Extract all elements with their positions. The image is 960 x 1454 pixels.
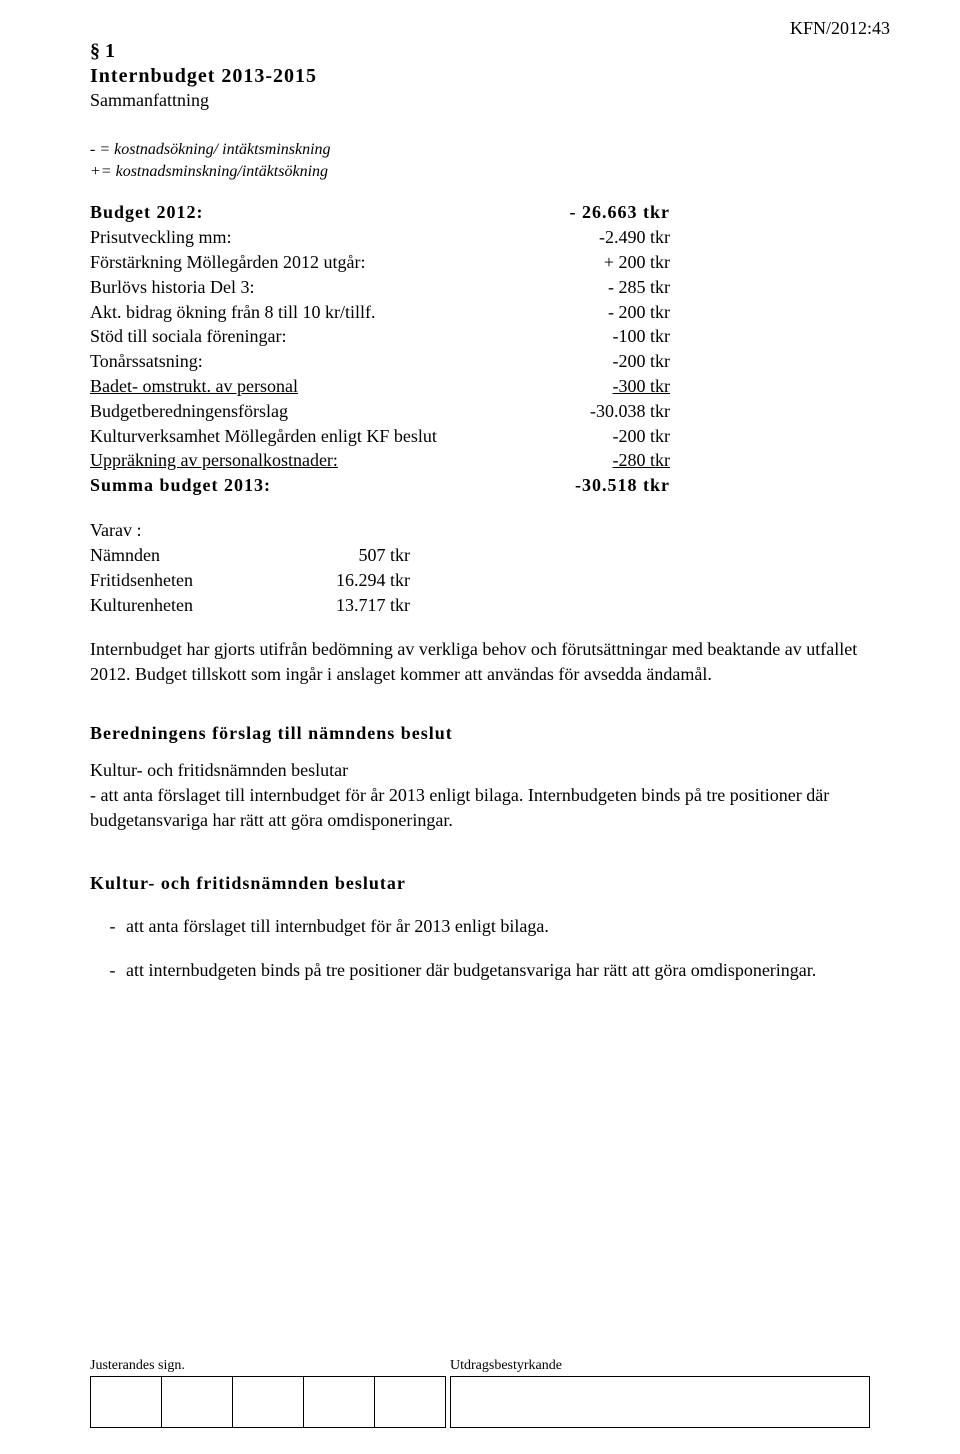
varav-row: Fritidsenheten16.294 tkr <box>90 568 870 593</box>
bullet-item: att internbudgeten binds på tre position… <box>120 958 870 983</box>
paragraph: Internbudget har gjorts utifrån bedömnin… <box>90 637 870 687</box>
budget-label: Summa budget 2013: <box>90 473 510 498</box>
budget-row: Budget 2012:- 26.663 tkr <box>90 200 870 225</box>
budget-label: Budget 2012: <box>90 200 510 225</box>
budget-label: Burlövs historia Del 3: <box>90 275 510 300</box>
budget-value: -2.490 tkr <box>510 225 870 250</box>
budget-row: Summa budget 2013:-30.518 tkr <box>90 473 870 498</box>
varav-value: 16.294 tkr <box>290 568 410 593</box>
varav-value: 13.717 tkr <box>290 593 410 618</box>
budget-value: -280 tkr <box>510 448 870 473</box>
budget-value: -300 tkr <box>510 374 870 399</box>
budget-row: Uppräkning av personalkostnader:-280 tkr <box>90 448 870 473</box>
note-line: += kostnadsminskning/intäktsökning <box>90 161 870 183</box>
budget-label: Budgetberedningensförslag <box>90 399 510 424</box>
signature-box <box>374 1376 446 1428</box>
budget-row: Tonårssatsning:-200 tkr <box>90 349 870 374</box>
varav-title: Varav : <box>90 518 870 543</box>
budget-label: Kulturverksamhet Möllegården enligt KF b… <box>90 424 510 449</box>
varav-row: Kulturenheten13.717 tkr <box>90 593 870 618</box>
footer: Justerandes sign. Utdragsbestyrkande <box>90 1358 870 1428</box>
budget-label: Stöd till sociala föreningar: <box>90 324 510 349</box>
budget-value: -200 tkr <box>510 349 870 374</box>
page: KFN/2012:43 § 1 Internbudget 2013-2015 S… <box>0 0 960 1454</box>
document-subtitle: Sammanfattning <box>90 90 870 111</box>
budget-row: Kulturverksamhet Möllegården enligt KF b… <box>90 424 870 449</box>
utdrag-box <box>450 1376 870 1428</box>
document-title: Internbudget 2013-2015 <box>90 65 870 88</box>
section-number: § 1 <box>90 40 870 63</box>
varav-block: Varav : Nämnden507 tkrFritidsenheten16.2… <box>90 518 870 617</box>
budget-value: - 200 tkr <box>510 300 870 325</box>
budget-value: + 200 tkr <box>510 250 870 275</box>
budget-value: -200 tkr <box>510 424 870 449</box>
varav-row: Nämnden507 tkr <box>90 543 870 568</box>
budget-value: - 285 tkr <box>510 275 870 300</box>
budget-row: Stöd till sociala föreningar:-100 tkr <box>90 324 870 349</box>
paragraph: - att anta förslaget till internbudget f… <box>90 783 870 833</box>
budget-label: Förstärkning Möllegården 2012 utgår: <box>90 250 510 275</box>
budget-value: -30.518 tkr <box>510 473 870 498</box>
varav-label: Fritidsenheten <box>90 568 290 593</box>
footer-boxes <box>90 1376 870 1428</box>
bullet-item: att anta förslaget till internbudget för… <box>120 914 870 939</box>
budget-row: Burlövs historia Del 3:- 285 tkr <box>90 275 870 300</box>
budget-table: Budget 2012:- 26.663 tkrPrisutveckling m… <box>90 200 870 498</box>
budget-row: Budgetberedningensförslag-30.038 tkr <box>90 399 870 424</box>
varav-label: Kulturenheten <box>90 593 290 618</box>
budget-value: - 26.663 tkr <box>510 200 870 225</box>
footer-label-left: Justerandes sign. <box>90 1358 450 1374</box>
varav-label: Nämnden <box>90 543 290 568</box>
header-reference: KFN/2012:43 <box>790 18 890 39</box>
budget-value: -100 tkr <box>510 324 870 349</box>
varav-value: 507 tkr <box>290 543 410 568</box>
decision-list: att anta förslaget till internbudget för… <box>90 914 870 984</box>
budget-label: Uppräkning av personalkostnader: <box>90 448 510 473</box>
signature-box <box>232 1376 304 1428</box>
paragraph: Kultur- och fritidsnämnden beslutar <box>90 758 870 783</box>
signature-box <box>161 1376 233 1428</box>
footer-label-right: Utdragsbestyrkande <box>450 1358 870 1374</box>
budget-row: Prisutveckling mm:-2.490 tkr <box>90 225 870 250</box>
budget-value: -30.038 tkr <box>510 399 870 424</box>
signature-box <box>303 1376 375 1428</box>
budget-label: Prisutveckling mm: <box>90 225 510 250</box>
legend-notes: - = kostnadsökning/ intäktsminskning += … <box>90 139 870 182</box>
budget-label: Akt. bidrag ökning från 8 till 10 kr/til… <box>90 300 510 325</box>
decision-heading: Kultur- och fritidsnämnden beslutar <box>90 873 870 894</box>
proposal-heading: Beredningens förslag till nämndens beslu… <box>90 723 870 744</box>
budget-row: Förstärkning Möllegården 2012 utgår:+ 20… <box>90 250 870 275</box>
signature-box <box>90 1376 162 1428</box>
budget-row: Akt. bidrag ökning från 8 till 10 kr/til… <box>90 300 870 325</box>
note-line: - = kostnadsökning/ intäktsminskning <box>90 139 870 161</box>
budget-row: Badet- omstrukt. av personal-300 tkr <box>90 374 870 399</box>
budget-label: Tonårssatsning: <box>90 349 510 374</box>
budget-label: Badet- omstrukt. av personal <box>90 374 510 399</box>
